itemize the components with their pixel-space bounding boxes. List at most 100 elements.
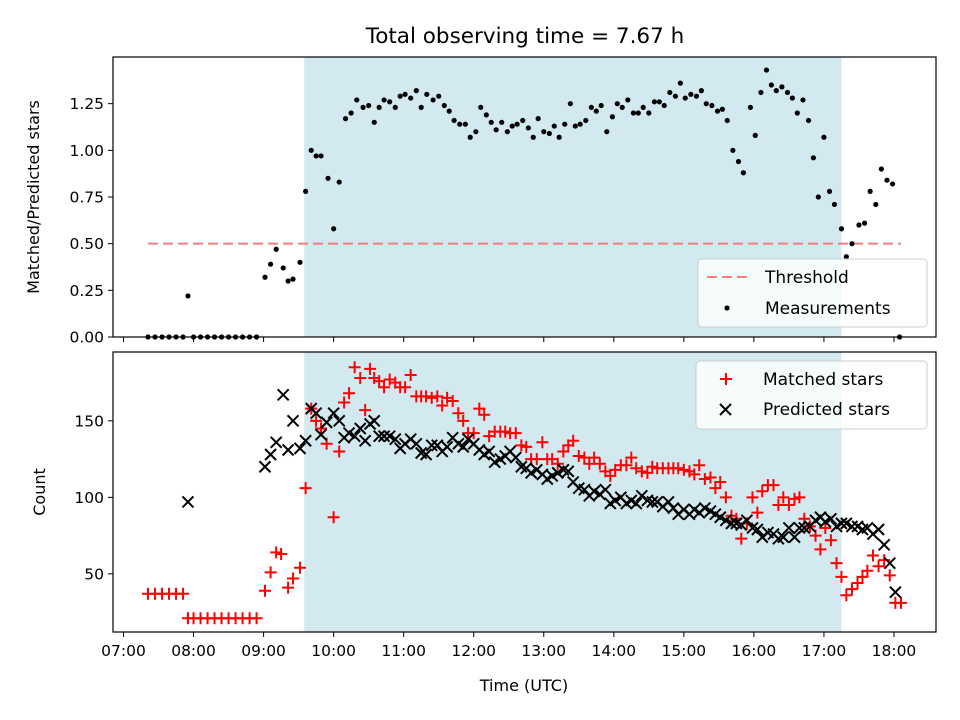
- measurement-point: [609, 114, 616, 120]
- matched-star-point: [851, 577, 864, 590]
- predicted-star-point: [782, 521, 796, 535]
- x-axis-label: Time (UTC): [479, 676, 568, 695]
- measurement-point: [567, 101, 573, 107]
- measurement-point: [651, 99, 658, 105]
- measurement-point: [520, 117, 526, 124]
- measurement-point: [747, 104, 753, 110]
- matched-star-point: [294, 561, 307, 574]
- matched-star-point: [793, 491, 806, 504]
- measurement-point: [889, 181, 896, 187]
- matched-star-point: [287, 572, 300, 585]
- legend-matched-label: Matched stars: [763, 370, 883, 390]
- predicted-star-point: [725, 517, 738, 530]
- measurement-point: [784, 89, 791, 96]
- measurement-point: [789, 95, 796, 101]
- measurement-point: [331, 226, 337, 232]
- bottom-y-axis-label: Count: [30, 468, 49, 516]
- predicted-star-point: [264, 448, 277, 461]
- predicted-star-point: [793, 521, 806, 535]
- matched-star-point: [635, 465, 648, 478]
- measurement-point: [656, 99, 662, 105]
- top-legend-box: [697, 258, 928, 328]
- measurement-point: [714, 108, 721, 114]
- predicted-star-point: [872, 523, 885, 536]
- measurement-point: [831, 201, 838, 208]
- measurement-point: [376, 104, 382, 110]
- legend-measurements-swatch: [724, 305, 730, 311]
- matched-star-point: [420, 390, 433, 403]
- matched-star-point: [593, 457, 606, 470]
- x-tick-label: 15:00: [662, 642, 707, 660]
- measurement-point: [698, 88, 704, 94]
- predicted-star-point: [777, 530, 790, 544]
- measurement-point: [867, 188, 873, 194]
- x-tick-label: 07:00: [101, 642, 146, 660]
- top-axes-frame: [112, 56, 937, 338]
- measurement-point: [646, 110, 652, 116]
- predicted-star-point: [258, 460, 272, 473]
- measurement-point: [805, 117, 812, 124]
- measurement-point: [285, 278, 291, 284]
- measurement-point: [462, 121, 468, 127]
- predicted-star-point: [889, 586, 902, 599]
- matched-star-point: [688, 468, 701, 481]
- bottom-y-tick-label: 50: [84, 565, 104, 583]
- bottom-legend-box: [695, 360, 928, 430]
- predicted-stars-series: [181, 388, 902, 599]
- bottom-y-tick-label: 100: [74, 489, 104, 507]
- x-tick-label: 17:00: [802, 642, 847, 660]
- top-y-axis-label: Matched/Predicted stars: [24, 100, 43, 294]
- measurement-point: [861, 220, 868, 226]
- matched-star-point: [698, 472, 711, 485]
- measurement-point: [688, 91, 694, 97]
- measurement-point: [661, 102, 667, 109]
- matched-star-point: [275, 547, 288, 560]
- matched-star-point: [343, 387, 356, 400]
- x-tick-label: 12:00: [451, 642, 496, 660]
- measurement-point: [504, 129, 510, 135]
- measurement-point: [318, 153, 324, 159]
- predicted-star-point: [333, 414, 346, 428]
- matched-star-point: [751, 506, 764, 519]
- measurement-point: [387, 99, 393, 105]
- measurement-point: [530, 134, 536, 140]
- matched-star-point: [625, 451, 638, 464]
- predicted-star-point: [599, 483, 612, 496]
- predicted-star-point: [348, 429, 361, 443]
- measurement-point: [402, 91, 408, 97]
- measurement-point: [773, 88, 779, 94]
- matched-star-point: [866, 549, 879, 562]
- predicted-star-point: [286, 414, 300, 428]
- measurement-point: [838, 226, 845, 232]
- measurement-point: [371, 119, 377, 125]
- matched-star-point: [457, 414, 470, 427]
- predicted-star-point: [883, 556, 896, 570]
- bottom-panel: 50 100 150 07:00 08:00 09:00 10:00 11:00 12:00 1…: [30, 351, 937, 695]
- predicted-star-point: [299, 434, 312, 447]
- measurement-point: [457, 121, 463, 127]
- top-legend: Threshold Measurements: [697, 258, 928, 328]
- matched-star-point: [333, 445, 346, 458]
- x-tick-label: 13:00: [521, 642, 566, 660]
- measurement-point: [730, 147, 736, 153]
- measurement-point: [724, 117, 730, 124]
- matched-star-point: [677, 463, 690, 476]
- matched-star-point: [894, 596, 907, 609]
- measurement-point: [424, 91, 430, 97]
- predicted-star-point: [425, 439, 438, 452]
- x-tick-label: 10:00: [311, 642, 356, 660]
- measurement-point: [794, 110, 800, 116]
- matched-star-point: [572, 450, 585, 463]
- matched-star-point: [467, 427, 480, 440]
- predicted-star-point: [377, 429, 391, 443]
- matched-star-point: [431, 390, 444, 403]
- matched-star-point: [364, 362, 377, 375]
- predicted-star-point: [314, 428, 328, 441]
- measurement-point: [667, 89, 673, 96]
- predicted-star-point: [368, 414, 381, 428]
- matched-star-point: [709, 482, 722, 495]
- matched-star-point: [446, 394, 459, 407]
- measurement-point: [451, 117, 457, 124]
- matched-star-point: [348, 361, 361, 374]
